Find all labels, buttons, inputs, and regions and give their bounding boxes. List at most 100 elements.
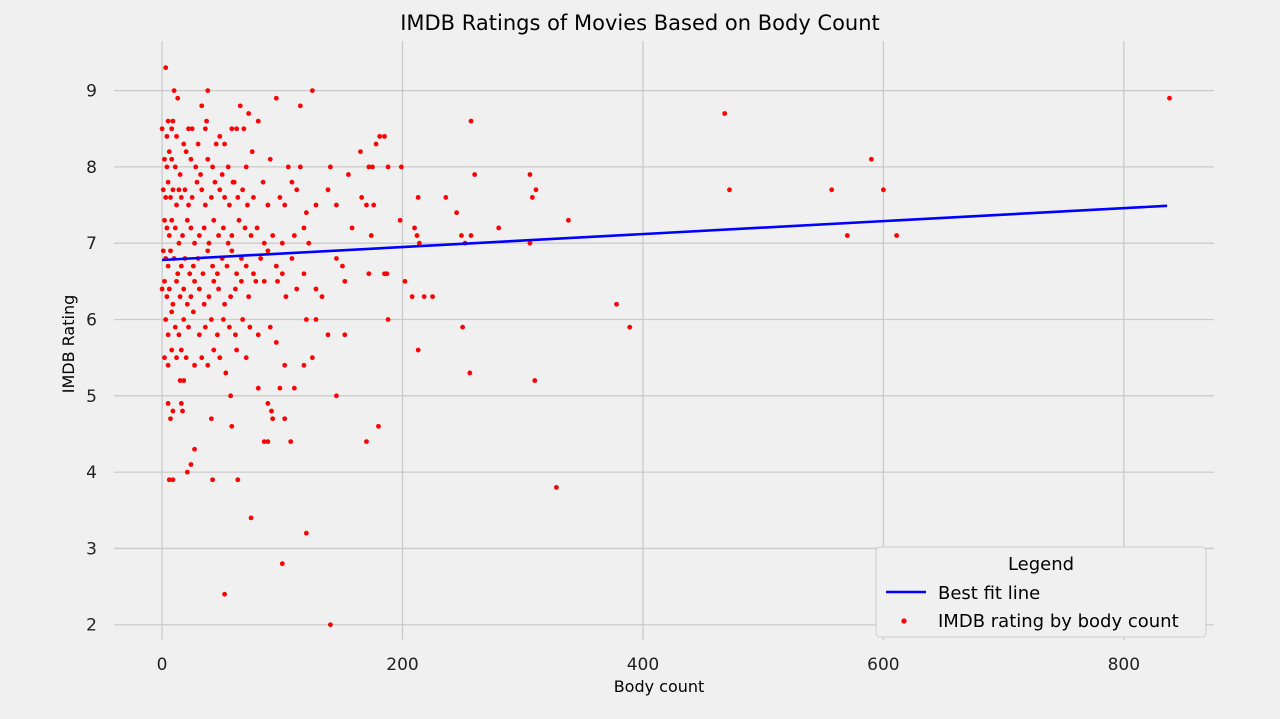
data-point [181,286,187,292]
data-point [255,332,261,338]
data-point [186,324,191,330]
data-point [385,317,391,322]
data-point [227,324,232,330]
data-point [165,118,171,124]
data-point [159,286,165,292]
data-point [164,164,170,170]
data-point [235,195,241,200]
y-tick-2: 2 [86,616,97,636]
data-point [334,202,339,208]
data-point [243,355,249,361]
data-point [162,156,167,162]
best-fit-series [162,204,1168,262]
data-point [170,118,176,124]
data-point [170,408,176,414]
data-point [255,118,261,124]
data-point [175,271,181,277]
data-point [327,164,333,170]
data-point [306,240,312,246]
data-point [164,133,170,139]
y-tick-5: 5 [86,387,97,407]
data-point [176,332,182,338]
data-point [177,172,183,177]
data-point [468,118,474,124]
data-point [164,225,170,231]
data-point [165,401,171,406]
data-point [202,126,208,132]
data-point [210,164,215,170]
data-point [174,133,179,139]
data-point [275,278,280,284]
data-point [208,317,214,322]
data-point [385,164,391,170]
data-point [169,126,175,132]
data-point [169,217,175,223]
data-point [532,378,538,383]
data-point [196,233,202,238]
data-point [205,248,211,254]
data-point [443,195,449,200]
data-point [364,439,369,445]
data-point [196,286,202,292]
data-point [196,332,202,338]
data-point [346,172,351,177]
data-point [229,233,235,238]
data-point [364,202,369,208]
data-point [251,271,256,277]
data-point [239,256,244,261]
data-point [225,240,231,246]
data-point [627,324,633,330]
data-point [255,385,261,391]
data-point [159,126,165,132]
data-point [181,317,187,322]
data-point [421,294,427,300]
data-point [168,248,173,254]
data-point [163,65,169,71]
data-point [181,378,187,383]
data-point [175,95,181,101]
data-point [198,172,203,177]
legend-box [875,546,1207,638]
data-point [228,393,234,399]
data-point [566,217,571,223]
data-point [294,187,300,193]
data-point [288,439,294,445]
data-point [309,88,315,93]
data-point [217,187,223,193]
data-point [240,187,246,193]
data-point [178,195,184,200]
data-point [454,210,460,216]
data-point [246,111,252,116]
data-point [614,301,619,307]
data-point [214,271,220,277]
data-point [279,240,285,246]
data-point [460,324,466,330]
data-point [282,416,288,422]
data-point [160,248,166,254]
data-point [202,202,208,208]
y-tick-4: 4 [86,463,97,483]
data-point [220,317,226,322]
data-point [192,278,197,284]
y-axis-label: IMDB Rating [59,295,78,394]
data-point [176,240,182,246]
data-point [174,202,179,208]
data-point [210,263,215,269]
data-point [184,469,190,475]
data-point [229,248,235,254]
data-point [370,164,375,170]
data-point [303,210,309,216]
data-point [349,225,355,231]
data-point [529,195,535,200]
data-point [211,217,217,223]
data-point [178,401,184,406]
data-point [219,172,225,177]
data-point [376,423,381,429]
data-point [342,278,348,284]
data-point [188,225,194,231]
data-point [265,401,271,406]
data-point [291,233,297,238]
data-point [224,263,230,269]
legend-entry-best-fit: Best fit line [938,583,1040,604]
x-tick-800: 800 [1108,655,1140,675]
